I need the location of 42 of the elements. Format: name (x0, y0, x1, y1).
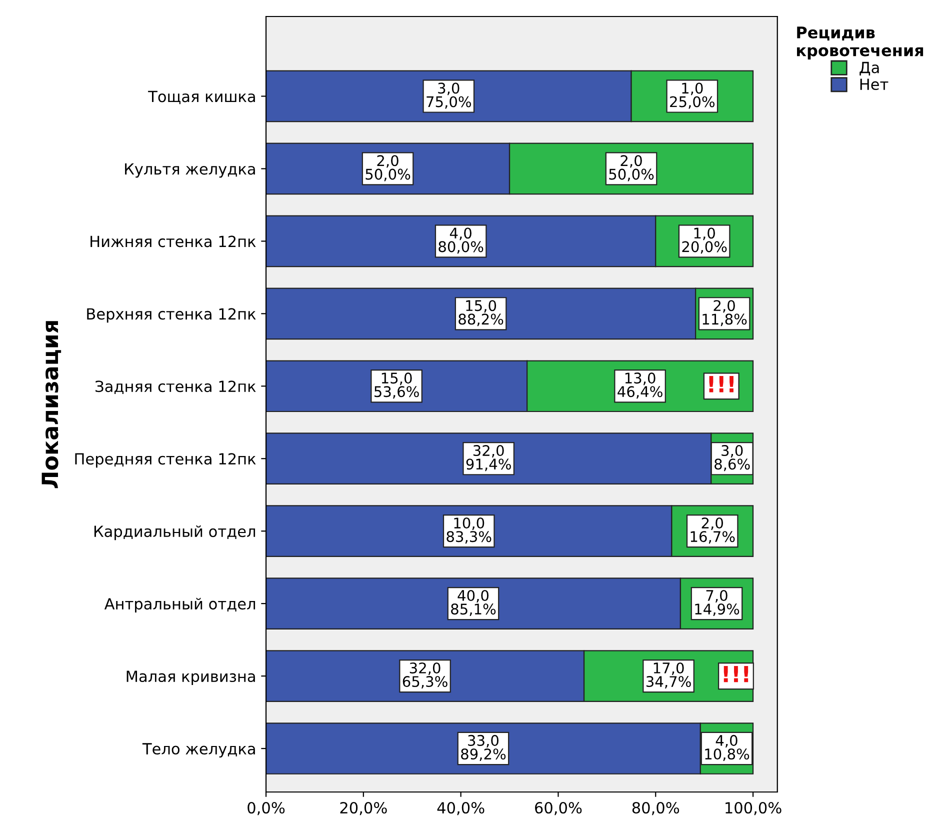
x-tick-label: 40,0% (437, 802, 484, 816)
data-label: 3,0 8,6% (714, 445, 750, 472)
data-label: 2,0 50,0% (609, 155, 654, 182)
legend-title: Рецидив кровотечения (797, 26, 924, 60)
y-tick-label: Культя желудка (125, 163, 255, 178)
data-label: 15,0 88,2% (458, 300, 504, 326)
y-tick-label: Тело желудка (142, 743, 255, 758)
data-label: 17,0 34,7% (646, 662, 691, 689)
legend-label: Да (860, 62, 879, 76)
legend-label: Нет (860, 78, 888, 90)
y-tick-label: Верхняя стенка 12пк (87, 308, 256, 323)
data-label: 3,0 75,0% (426, 82, 472, 109)
data-label: 40,0 85,1% (451, 590, 496, 616)
x-tick-label: 60,0% (535, 802, 582, 816)
data-label: 1,0 25,0% (670, 82, 715, 109)
y-tick-label: Антральный отдел (104, 598, 256, 613)
x-tick-label: 100,0% (726, 802, 782, 816)
data-label: 7,0 14,9% (695, 590, 740, 616)
data-label: 32,0 91,4% (466, 445, 511, 472)
data-label: 4,0 80,0% (438, 228, 484, 254)
data-label: 2,0 11,8% (702, 300, 747, 326)
data-label: 32,0 65,3% (402, 662, 448, 689)
data-label: 4,0 10,8% (705, 734, 750, 762)
x-tick-label: 0,0% (248, 802, 285, 816)
data-label: 10,0 83,3% (446, 518, 492, 544)
data-label: 13,0 46,4% (618, 372, 662, 399)
y-axis-title: Локализация (42, 321, 62, 488)
y-tick-label: Задняя стенка 12пк (96, 380, 256, 394)
data-label: 1,0 20,0% (682, 228, 727, 254)
x-tick-label: 20,0% (340, 802, 387, 816)
y-tick-label: Тощая кишка (148, 90, 255, 104)
data-label: 2,0 50,0% (366, 155, 410, 182)
data-label: 2,0 16,7% (690, 518, 735, 544)
annotation: !!! (724, 666, 748, 682)
data-label: 33,0 89,2% (461, 734, 506, 762)
y-tick-label: Передняя стенка 12пк (75, 453, 256, 468)
y-tick-label: Малая кривизна (126, 670, 255, 686)
x-tick-label: 80,0% (632, 802, 680, 816)
y-tick-label: Нижняя стенка 12пк (90, 236, 256, 248)
data-label: 15,0 53,6% (374, 372, 419, 399)
annotation: !!! (709, 376, 734, 392)
y-tick-label: Кардиальный отдел (94, 525, 256, 540)
